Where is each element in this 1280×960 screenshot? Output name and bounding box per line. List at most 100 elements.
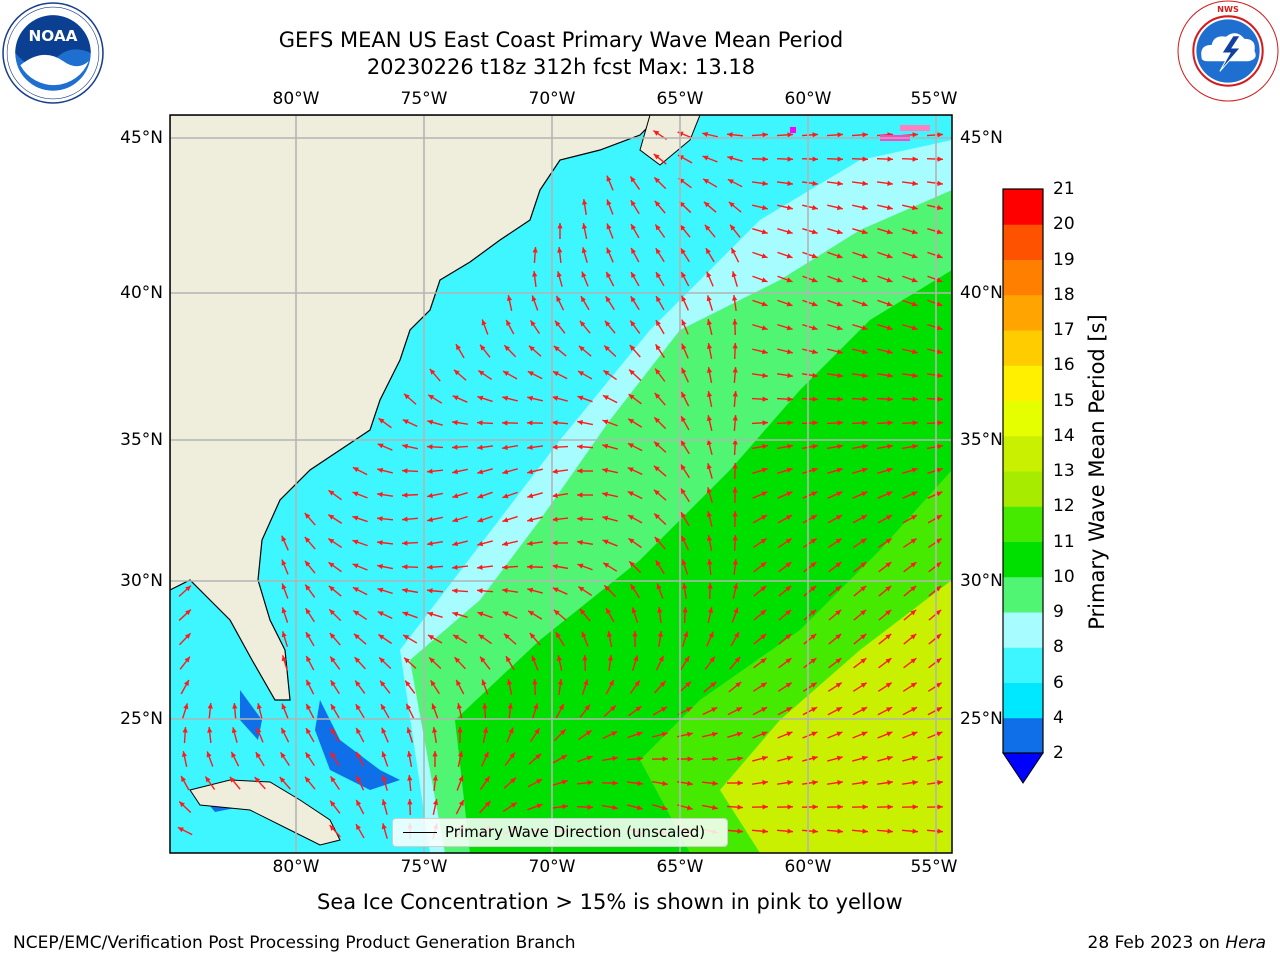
wave-arrow-head (862, 780, 868, 786)
colorbar (1002, 188, 1044, 784)
wave-arrow-head (887, 804, 893, 810)
wave-arrow-head (587, 780, 593, 786)
wave-arrow-head (532, 271, 538, 277)
wave-arrow-head (281, 727, 287, 734)
wave-arrow-head (207, 727, 213, 733)
wave-arrow-head (656, 296, 661, 303)
wave-arrow-head (687, 756, 693, 762)
wave-arrow-head (862, 828, 868, 834)
wave-arrow-head (680, 488, 686, 495)
wave-arrow-head (935, 562, 942, 568)
wave-arrow-head (681, 535, 687, 542)
wave-arrow-head (886, 277, 893, 283)
wave-arrow-head (655, 560, 661, 567)
wave-arrow-head (736, 707, 743, 713)
wave-arrow-head (886, 707, 893, 713)
map-fields (170, 115, 952, 853)
wave-arrow-head (910, 562, 917, 568)
wave-arrow-head (578, 371, 585, 376)
wave-arrow-head (527, 540, 533, 546)
wave-arrow-head (811, 325, 818, 331)
wave-arrow-head (731, 247, 737, 254)
wave-arrow-head (937, 132, 943, 138)
wave-arrow-head (634, 680, 640, 687)
wave-arrow-head (557, 223, 563, 229)
colorbar-tick-label: 2 (1053, 743, 1064, 763)
wave-arrow-head (606, 631, 613, 637)
wave-arrow-head (886, 731, 893, 737)
wave-arrow-head (330, 680, 336, 687)
wave-arrow-head (577, 395, 584, 401)
wave-arrow-head (452, 493, 459, 499)
wave-arrow-head (687, 780, 693, 786)
wave-arrow-head (737, 756, 743, 762)
wave-arrow-head (786, 277, 793, 283)
wave-arrow-head (835, 682, 842, 688)
wave-arrow-head (577, 492, 583, 498)
wave-arrow-head (732, 391, 738, 397)
wave-arrow-head (402, 468, 408, 474)
map-border (169, 114, 953, 854)
wave-arrow-head (452, 541, 459, 547)
wave-arrow-head (760, 682, 767, 688)
wave-arrow-head (686, 731, 693, 737)
colorbar-segment (1003, 506, 1043, 542)
wave-arrow-head (810, 609, 817, 616)
wave-arrow-head (477, 444, 483, 450)
chart-title: GEFS MEAN US East Coast Primary Wave Mea… (278, 28, 844, 52)
wave-arrow-head (458, 775, 464, 782)
wave-arrow-head (527, 420, 533, 426)
wave-arrow-head (406, 727, 412, 734)
wave-arrow-head (911, 229, 918, 235)
wave-arrow-head (429, 368, 436, 375)
wave-arrow-head (562, 804, 568, 810)
wave-arrow-head (762, 396, 768, 402)
wave-arrow-head (502, 444, 508, 450)
wave-arrow-head (786, 301, 793, 307)
wave-arrow-head (810, 515, 817, 521)
wave-arrow-head (836, 229, 843, 235)
wave-arrow-head (404, 657, 410, 664)
wave-arrow-head (837, 396, 843, 402)
wave-arrow-head (911, 325, 918, 331)
wave-arrow-head (937, 780, 943, 786)
wave-arrow-head (728, 201, 735, 208)
wave-arrow-head (432, 775, 438, 781)
wave-arrow-head (533, 703, 539, 710)
wave-arrow-head (936, 467, 943, 473)
wave-arrow-head (428, 394, 435, 400)
lat-label-left: 25°N (120, 709, 163, 729)
wave-arrow-head (785, 585, 792, 592)
noaa-logo-text: NOAA (28, 27, 77, 45)
wave-arrow-head (281, 631, 287, 638)
wave-arrow-head (680, 512, 686, 519)
colorbar-under-arrow (1002, 752, 1044, 784)
wave-arrow-head (630, 176, 636, 183)
wave-arrow-head (812, 156, 818, 162)
wave-arrow-head (557, 679, 563, 685)
wave-arrow-head (912, 804, 918, 810)
wave-arrow-head (452, 517, 459, 523)
wave-arrow-head (456, 679, 462, 686)
wave-arrow-head (405, 680, 411, 687)
wave-arrow-head (712, 756, 718, 762)
wave-arrow-head (732, 439, 738, 445)
wave-arrow-head (860, 609, 867, 616)
wave-arrow-head (886, 205, 893, 211)
wave-arrow-head (732, 511, 738, 517)
wave-arrow-head (702, 155, 709, 161)
wave-arrow-head (606, 608, 612, 615)
wave-arrow-head (706, 463, 712, 470)
wave-arrow-head (703, 201, 710, 208)
wave-arrow-head (910, 682, 917, 688)
wave-arrow-head (860, 633, 867, 640)
wave-arrow-head (305, 584, 311, 591)
colorbar-segment (1003, 435, 1043, 472)
wave-arrow-head (706, 415, 712, 422)
lat-label-right: 45°N (960, 128, 1003, 148)
wave-arrow-head (579, 608, 586, 615)
wave-arrow-head (281, 535, 287, 542)
legend-line-icon (403, 832, 437, 833)
legend-label: Primary Wave Direction (unscaled) (445, 823, 706, 841)
wave-arrow-head (380, 704, 386, 711)
